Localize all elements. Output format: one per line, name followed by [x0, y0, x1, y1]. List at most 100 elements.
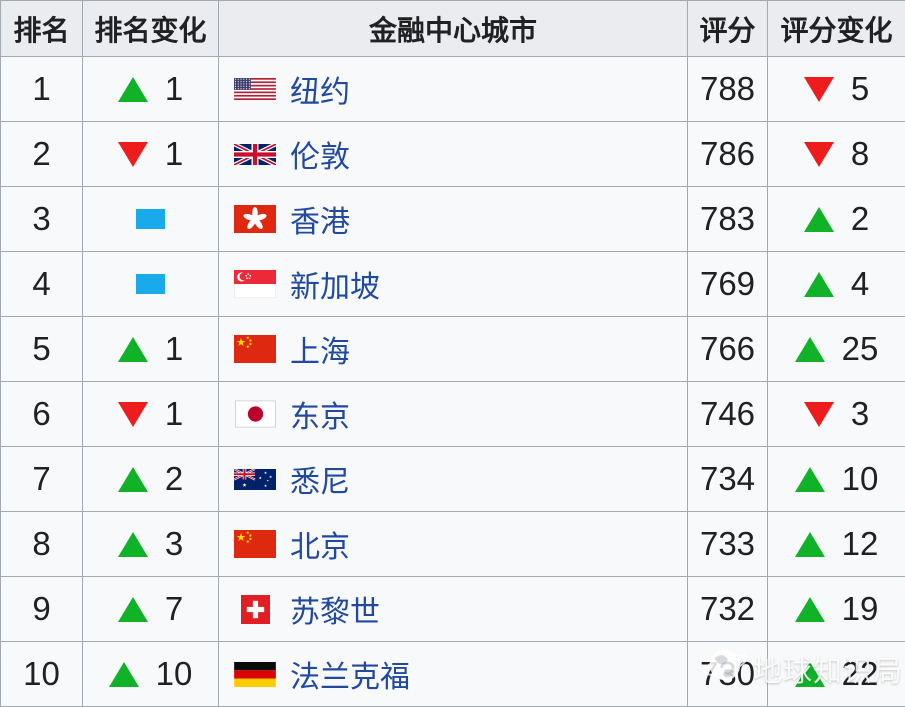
- japan-flag-icon: [232, 400, 278, 428]
- table-header: 排名 排名变化 金融中心城市 评分 评分变化: [0, 0, 905, 57]
- down-triangle-icon: [803, 141, 834, 167]
- score-change-value: 4: [850, 265, 870, 302]
- city-link[interactable]: 新加坡: [290, 271, 380, 304]
- up-triangle-icon: [117, 336, 148, 362]
- rank-change-value: 7: [164, 590, 184, 627]
- singapore-flag-icon: [232, 270, 278, 298]
- score-change-value: 3: [850, 395, 870, 432]
- up-triangle-icon: [794, 336, 825, 362]
- score-cell: 746: [687, 381, 768, 447]
- score-change-value: 12: [841, 525, 879, 562]
- australia-flag-icon: [232, 468, 278, 490]
- score-change-cell: 8: [767, 121, 905, 187]
- score-change-value: 19: [841, 590, 879, 627]
- score-value: 769: [699, 265, 756, 302]
- score-cell: 788: [687, 56, 768, 122]
- rank-change-cell: 7: [82, 576, 219, 642]
- score-change-cell: 4: [767, 251, 905, 317]
- rank-cell: 3: [0, 186, 83, 252]
- score-change-cell: 3: [767, 381, 905, 447]
- score-value: 746: [699, 395, 756, 432]
- score-cell: 766: [687, 316, 768, 382]
- rank-change-value: 1: [164, 135, 184, 172]
- score-change-value: 8: [850, 135, 870, 172]
- rank-cell: 9: [0, 576, 83, 642]
- city-link[interactable]: 伦敦: [290, 141, 350, 174]
- score-value: 734: [699, 460, 756, 497]
- table-row: 1 1 纽约 788 5: [0, 56, 905, 122]
- score-change-value: 10: [841, 460, 879, 497]
- score-cell: 732: [687, 576, 768, 642]
- score-change-cell: 19: [767, 576, 905, 642]
- rank-change-cell: [82, 186, 219, 252]
- col-header-rank-change: 排名变化: [82, 0, 219, 57]
- rank-change-cell: 1: [82, 381, 219, 447]
- rank-cell: 2: [0, 121, 83, 187]
- city-link[interactable]: 悉尼: [290, 466, 350, 499]
- table-row: 9 7 苏黎世 732 19: [0, 576, 905, 642]
- score-value: 783: [699, 200, 756, 237]
- city-link[interactable]: 纽约: [290, 76, 350, 109]
- score-change-cell: 25: [767, 316, 905, 382]
- score-value: 786: [699, 135, 756, 172]
- city-cell: 香港: [218, 186, 688, 252]
- up-triangle-icon: [794, 661, 825, 687]
- rank-value: 3: [32, 200, 51, 237]
- rank-change-value: 1: [164, 395, 184, 432]
- down-triangle-icon: [117, 401, 148, 427]
- table-row: 10 10 法兰克福 730 22: [0, 641, 905, 707]
- uk-flag-icon: [232, 143, 278, 165]
- down-triangle-icon: [803, 76, 834, 102]
- up-triangle-icon: [117, 596, 148, 622]
- hong-kong-flag-icon: [232, 205, 278, 233]
- rank-value: 4: [32, 265, 51, 302]
- rank-value: 2: [32, 135, 51, 172]
- city-link[interactable]: 香港: [290, 206, 350, 239]
- table-row: 6 1 东京 746 3: [0, 381, 905, 447]
- table-row: 2 1 伦敦 786 8: [0, 121, 905, 187]
- col-header-rank: 排名: [0, 0, 83, 57]
- rank-cell: 4: [0, 251, 83, 317]
- city-link[interactable]: 北京: [290, 531, 350, 564]
- rank-change-cell: 1: [82, 121, 219, 187]
- up-triangle-icon: [117, 76, 148, 102]
- china-flag-icon: [232, 530, 278, 558]
- score-change-cell: 22: [767, 641, 905, 707]
- up-triangle-icon: [794, 596, 825, 622]
- rank-cell: 6: [0, 381, 83, 447]
- rank-change-cell: 1: [82, 56, 219, 122]
- city-cell: 北京: [218, 511, 688, 577]
- rank-change-value: 10: [155, 655, 193, 692]
- up-triangle-icon: [803, 271, 834, 297]
- city-cell: 苏黎世: [218, 576, 688, 642]
- rank-cell: 5: [0, 316, 83, 382]
- city-link[interactable]: 苏黎世: [290, 596, 380, 629]
- col-header-city: 金融中心城市: [218, 0, 688, 57]
- score-change-value: 5: [850, 70, 870, 107]
- rank-value: 1: [32, 70, 51, 107]
- score-value: 788: [699, 70, 756, 107]
- score-value: 766: [699, 330, 756, 367]
- rank-value: 7: [32, 460, 51, 497]
- score-change-value: 25: [841, 330, 879, 367]
- score-cell: 786: [687, 121, 768, 187]
- city-link[interactable]: 法兰克福: [290, 661, 410, 694]
- rank-cell: 1: [0, 56, 83, 122]
- city-cell: 伦敦: [218, 121, 688, 187]
- rank-change-cell: [82, 251, 219, 317]
- us-flag-icon: [232, 78, 278, 100]
- rank-change-cell: 3: [82, 511, 219, 577]
- city-link[interactable]: 东京: [290, 401, 350, 434]
- city-link[interactable]: 上海: [290, 336, 350, 369]
- rank-value: 10: [23, 655, 60, 692]
- no-change-square-icon: [136, 274, 165, 294]
- score-value: 730: [699, 655, 756, 692]
- score-change-cell: 2: [767, 186, 905, 252]
- rank-value: 9: [32, 590, 51, 627]
- up-triangle-icon: [803, 206, 834, 232]
- score-change-value: 2: [850, 200, 870, 237]
- city-cell: 新加坡: [218, 251, 688, 317]
- header-row: 排名 排名变化 金融中心城市 评分 评分变化: [0, 0, 905, 57]
- rank-value: 8: [32, 525, 51, 562]
- rank-change-cell: 2: [82, 446, 219, 512]
